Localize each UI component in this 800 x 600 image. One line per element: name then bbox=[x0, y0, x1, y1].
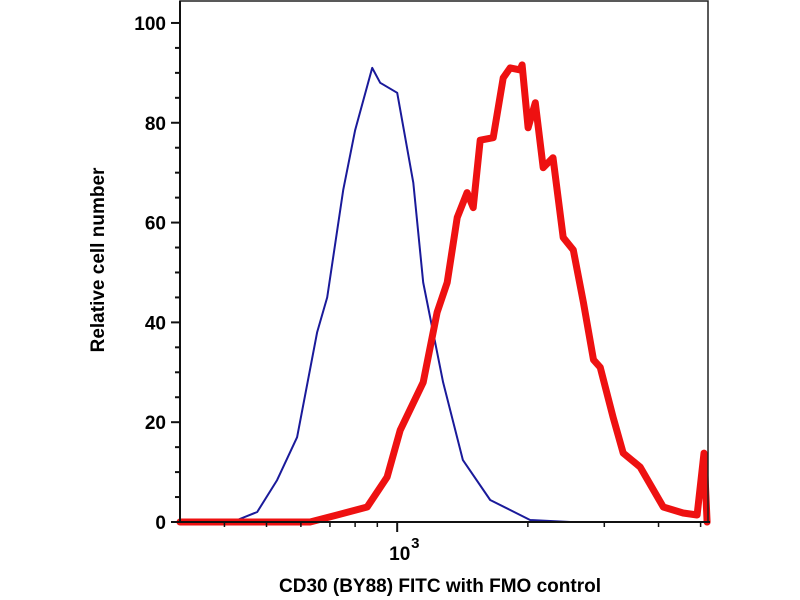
y-tick-label: 0 bbox=[155, 513, 166, 534]
y-tick-label: 40 bbox=[145, 313, 166, 334]
control-histogram-line bbox=[179, 66, 710, 523]
y-tick-label: 80 bbox=[145, 114, 166, 135]
plot-frame bbox=[179, 0, 709, 523]
stained-histogram-line bbox=[176, 61, 711, 526]
y-tick-label: 100 bbox=[134, 14, 166, 35]
x-axis-label: CD30 (BY88) FITC with FMO control bbox=[279, 576, 601, 597]
y-tick-label: 60 bbox=[145, 214, 166, 235]
y-axis-label: Relative cell number bbox=[88, 167, 109, 352]
x-tick-label-exponent: 3 bbox=[411, 535, 419, 552]
x-tick-label: 10 bbox=[389, 544, 410, 565]
y-tick-label: 20 bbox=[145, 413, 166, 434]
